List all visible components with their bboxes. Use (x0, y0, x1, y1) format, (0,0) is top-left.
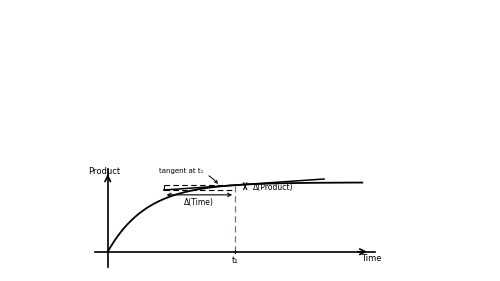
Text: Part 2 – Physical Chemistry: Part 2 – Physical Chemistry (138, 94, 372, 109)
Text: Product: Product (88, 167, 120, 176)
Text: t₁: t₁ (232, 256, 238, 265)
Text: Δ(Product): Δ(Product) (253, 183, 294, 192)
Text: OCR AS Chemistry: OCR AS Chemistry (162, 29, 348, 47)
Text: Module 3 - Periodic Table & Energy: Module 3 - Periodic Table & Energy (105, 62, 405, 77)
Text: tangent at t₁: tangent at t₁ (160, 168, 218, 183)
Text: Δ(Time): Δ(Time) (184, 198, 214, 207)
Text: Time: Time (361, 255, 382, 264)
Text: 3.2.2 Reaction Rates: 3.2.2 Reaction Rates (150, 128, 360, 146)
